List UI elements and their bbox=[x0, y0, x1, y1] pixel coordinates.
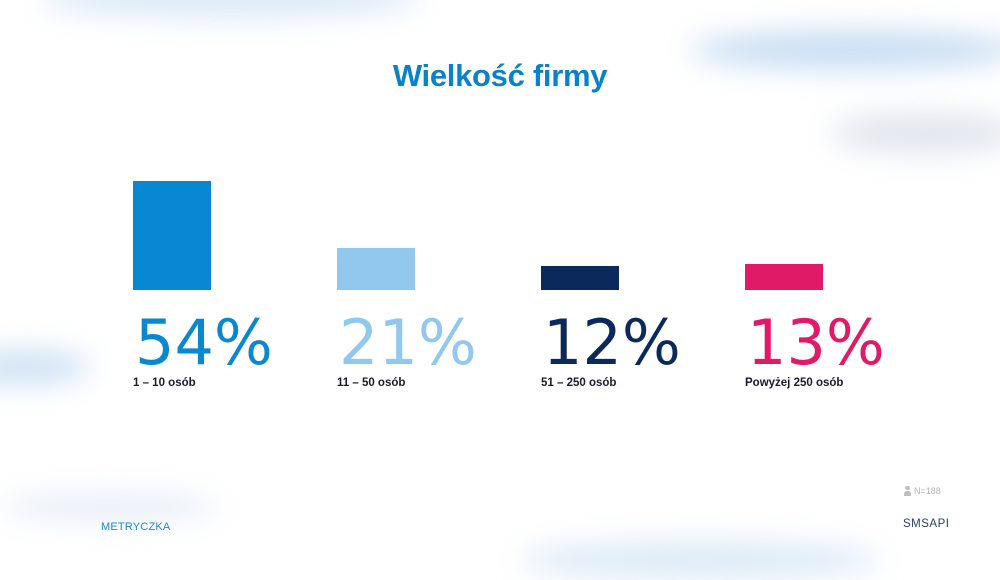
chart-title: Wielkość firmy bbox=[392, 58, 608, 93]
sample-size-label: N=188 bbox=[914, 486, 941, 496]
section-label: METRYCZKA bbox=[101, 521, 171, 533]
bar-2 bbox=[337, 248, 415, 290]
category-label-2: 11 – 50 osób bbox=[337, 377, 405, 389]
person-icon bbox=[904, 486, 911, 496]
bar-1 bbox=[133, 181, 211, 290]
sample-size: N=188 bbox=[904, 486, 941, 496]
bar-3 bbox=[541, 266, 619, 290]
bar-4 bbox=[745, 264, 823, 290]
value-label-2: 21% bbox=[339, 306, 477, 379]
category-label-1: 1 – 10 osób bbox=[133, 377, 196, 389]
value-label-4: 13% bbox=[747, 306, 885, 379]
category-label-4: Powyżej 250 osób bbox=[745, 377, 843, 389]
value-label-3: 12% bbox=[543, 306, 681, 379]
value-label-1: 54% bbox=[135, 306, 273, 379]
bar-chart: 54%1 – 10 osób 21%11 – 50 osób 12%51 – 250… bbox=[133, 181, 885, 389]
brand-logo: SMSAPI bbox=[903, 518, 950, 530]
category-label-3: 51 – 250 osób bbox=[541, 377, 616, 389]
